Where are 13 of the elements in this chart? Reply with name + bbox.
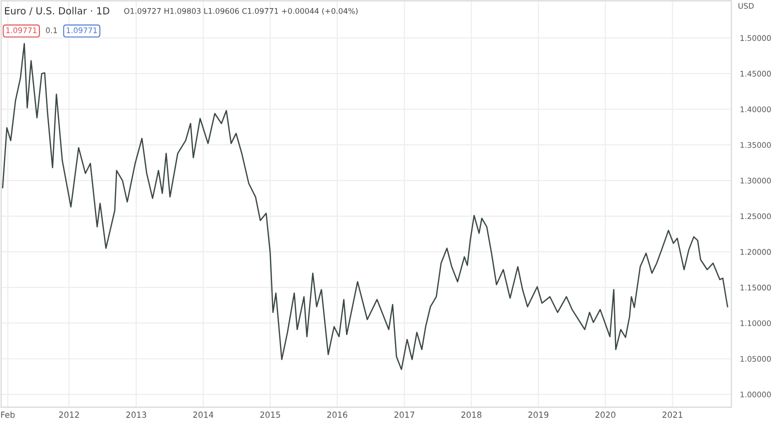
x-tick-label: 2015 [260, 412, 280, 418]
x-tick-label: 2019 [528, 412, 548, 418]
x-tick-label: 2013 [126, 412, 146, 418]
x-tick-label: Feb [1, 411, 15, 418]
x-tick-label: 2014 [193, 412, 214, 418]
x-tick-label: 2018 [461, 412, 482, 418]
x-tick-label: 2016 [327, 412, 348, 418]
x-tick-label: 2012 [59, 412, 79, 418]
x-tick-label: 2020 [595, 412, 616, 418]
text: Euro / U.S. Dollar · 1D [5, 6, 110, 16]
line-series [2, 42, 728, 370]
x-tick-label: 2017 [394, 412, 414, 418]
x-tick-label: 2021 [662, 412, 682, 418]
